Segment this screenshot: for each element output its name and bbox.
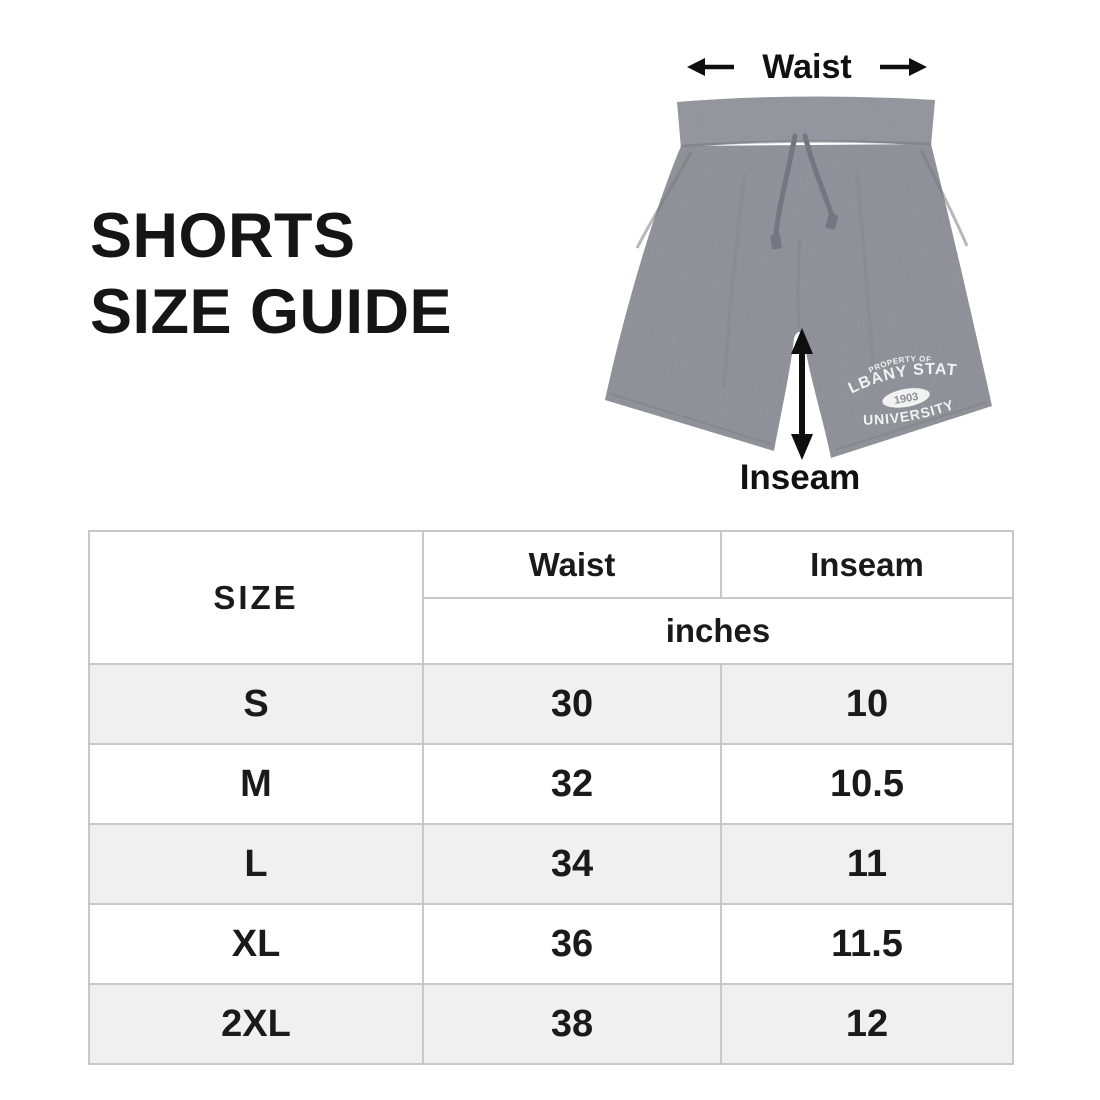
size-cell: XL [88,903,424,985]
shorts-illustration: PROPERTY OF ALBANY STATE 1903 UNIVERSITY [605,96,992,460]
inseam-cell: 11 [720,823,1014,905]
inseam-cell: 10.5 [720,743,1014,825]
waist-cell: 34 [422,823,722,905]
waist-cell: 30 [422,663,722,745]
page-title: SHORTS SIZE GUIDE [90,198,452,350]
size-cell: S [88,663,424,745]
inseam-cell: 12 [720,983,1014,1065]
inseam-cell: 11.5 [720,903,1014,985]
shorts-figure: PROPERTY OF ALBANY STATE 1903 UNIVERSITY [595,88,995,468]
inseam-cell: 10 [720,663,1014,745]
inseam-label: Inseam [739,458,861,497]
waist-annotation: Waist [607,42,1007,92]
waist-cell: 32 [422,743,722,825]
waist-column-header: Waist [422,530,722,599]
waist-cell: 38 [422,983,722,1065]
size-cell: M [88,743,424,825]
page-title-line1: SHORTS [90,201,356,271]
waist-cell: 36 [422,903,722,985]
print-year-oval [882,388,930,408]
size-table: SIZE Waist Inseam inches S 30 10 M 32 10.5 L 34… [88,530,1014,1065]
print-year: 1903 [893,391,919,407]
table-row: S 30 10 [88,663,1014,745]
table-row: XL 36 11.5 [88,903,1014,985]
size-table-body: S 30 10 M 32 10.5 L 34 11 XL 36 11.5 2XL 38 12 [88,663,1014,1065]
table-row: L 34 11 [88,823,1014,905]
arrow-right-icon [879,58,927,76]
waist-label: Waist [762,47,852,86]
table-row: M 32 10.5 [88,743,1014,825]
page-title-line2: SIZE GUIDE [90,277,453,347]
size-cell: 2XL [88,983,424,1065]
table-row: 2XL 38 12 [88,983,1014,1065]
inseam-arrow-icon [791,328,813,460]
units-header: inches [422,597,1014,665]
size-cell: L [88,823,424,905]
size-column-header: SIZE [88,530,424,665]
arrow-left-icon [687,58,735,76]
inseam-column-header: Inseam [720,530,1014,599]
